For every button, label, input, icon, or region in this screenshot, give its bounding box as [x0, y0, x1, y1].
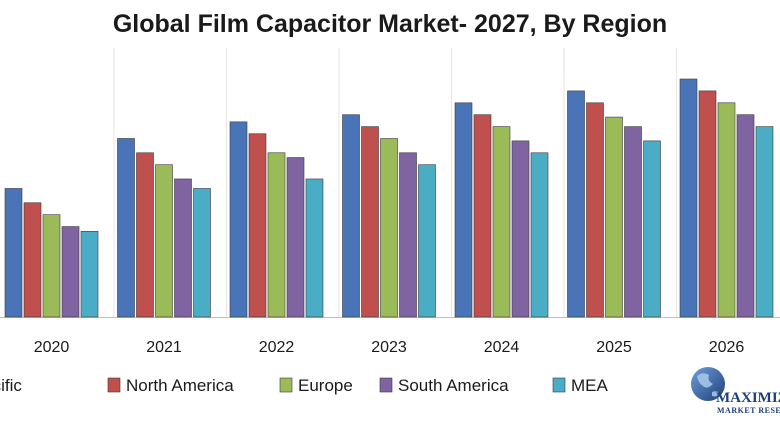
bar-asia-pacific-2023: [342, 114, 360, 318]
bar-europe-2020: [42, 214, 61, 318]
legend-label-mea: MEA: [571, 376, 609, 395]
legend-swatch-europe: [279, 377, 293, 393]
chart-title: Global Film Capacitor Market- 2027, By R…: [112, 10, 668, 38]
bar-south-america-2021: [174, 178, 192, 318]
logo-name: MAXIMIZE: [716, 390, 780, 406]
bar-north-america-2020: [23, 202, 42, 318]
bar-asia-pacific-2025: [567, 90, 585, 318]
bar-mea-2023: [418, 164, 436, 318]
bar-europe-2024: [492, 126, 511, 318]
bar-mea-2020: [80, 231, 99, 318]
x-tick-label: 2020: [34, 339, 70, 356]
bar-asia-pacific-2020: [4, 188, 23, 318]
bar-north-america-2024: [473, 114, 492, 318]
bar-north-america-2022: [248, 133, 267, 318]
bar-north-america-2026: [698, 90, 717, 318]
bars-layer: [4, 78, 774, 318]
x-tick-label: 2026: [709, 339, 745, 356]
bar-asia-pacific-2026: [679, 78, 698, 318]
bar-europe-2021: [155, 164, 173, 318]
legend-swatch-south-america: [379, 377, 393, 393]
bar-north-america-2025: [586, 102, 604, 318]
bar-mea-2025: [643, 140, 661, 318]
legend-swatch-north-america: [107, 377, 121, 393]
bar-south-america-2022: [286, 157, 305, 318]
maximize-logo: MAXIMIZE MARKET RESEARCH: [691, 367, 780, 415]
bar-south-america-2025: [624, 126, 642, 318]
bar-europe-2026: [717, 102, 736, 318]
bar-south-america-2024: [511, 140, 530, 318]
bar-mea-2024: [530, 152, 549, 318]
bar-asia-pacific-2021: [117, 138, 135, 318]
x-tick-label: 2023: [371, 339, 407, 356]
x-tick-label: 2021: [146, 339, 182, 356]
x-tick-label: 2025: [596, 339, 632, 356]
x-tick-label: 2022: [259, 339, 295, 356]
plot-frame: [0, 48, 780, 318]
logo-tagline: MARKET RESEARCH: [717, 406, 780, 415]
bar-mea-2026: [755, 126, 774, 318]
legend-label-europe: Europe: [298, 376, 353, 395]
bar-south-america-2020: [61, 226, 80, 318]
bar-mea-2022: [305, 178, 324, 318]
legend-swatch-mea: [552, 377, 566, 393]
legend-label-asia-pacific: Asia Pacific: [0, 376, 22, 395]
bar-europe-2022: [267, 152, 286, 318]
bar-europe-2023: [380, 138, 398, 318]
bar-asia-pacific-2024: [454, 102, 473, 318]
bar-north-america-2023: [361, 126, 379, 318]
bar-north-america-2021: [136, 152, 154, 318]
bar-asia-pacific-2022: [229, 121, 248, 318]
x-tick-labels: 2020 2021 2022 2023 2024 2025 2026: [34, 339, 745, 356]
x-tick-label: 2024: [484, 339, 520, 356]
legend: Asia Pacific North America Europe South Ame…: [0, 376, 609, 395]
legend-label-north-america: North America: [126, 376, 234, 395]
legend-label-south-america: South America: [398, 376, 509, 395]
bar-mea-2021: [193, 188, 211, 318]
bar-south-america-2026: [736, 114, 755, 318]
globe-land-shape: [697, 373, 720, 397]
bar-south-america-2023: [399, 152, 417, 318]
bar-europe-2025: [605, 116, 623, 318]
